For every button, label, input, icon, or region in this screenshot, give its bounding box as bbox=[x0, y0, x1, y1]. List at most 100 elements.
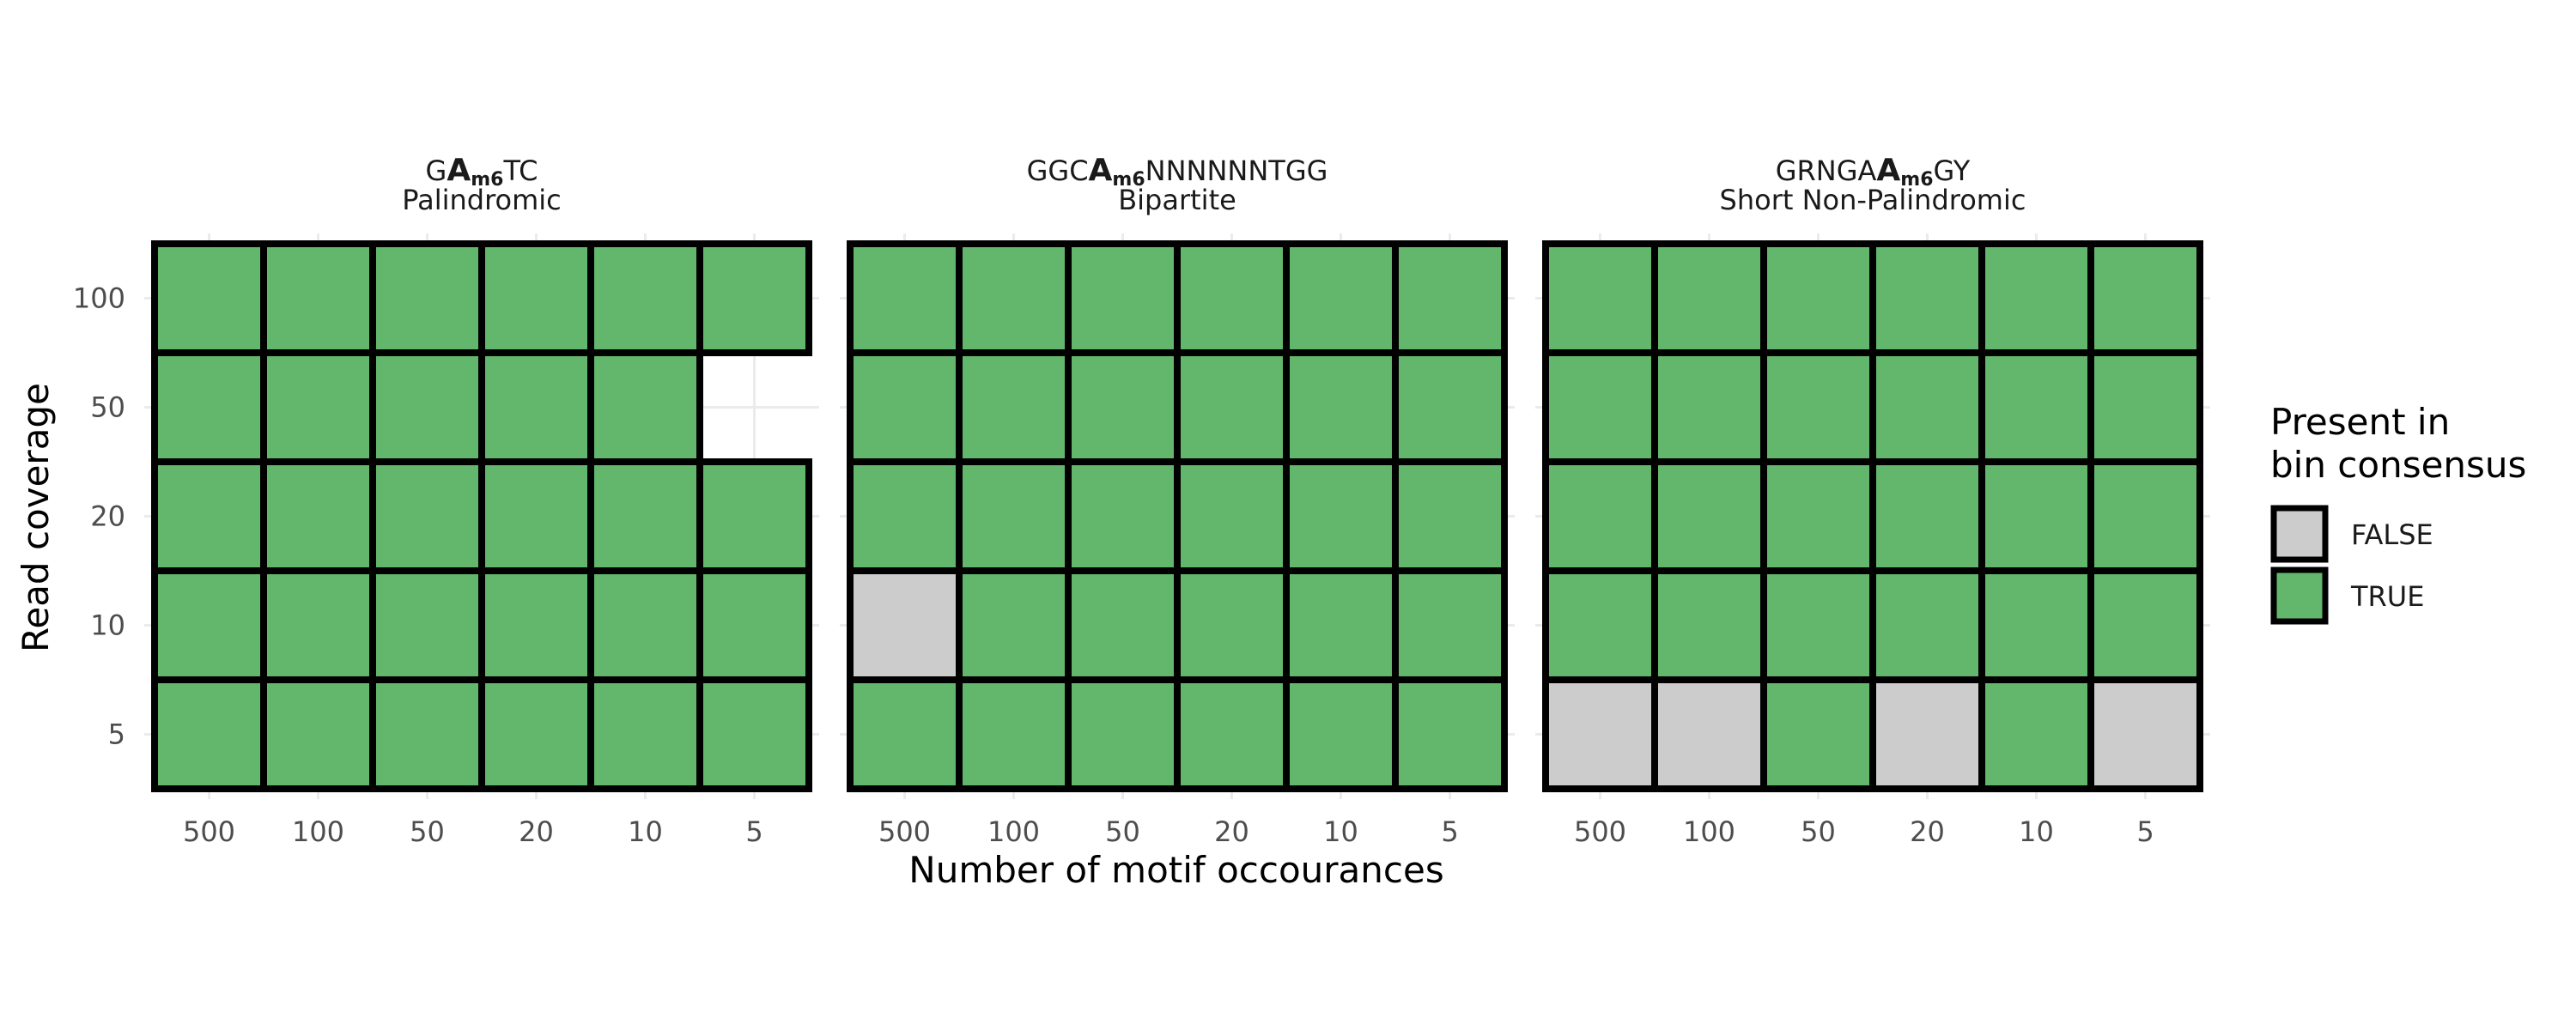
x-tick-label: 20 bbox=[1910, 815, 1945, 848]
legend-swatch-true bbox=[2270, 566, 2329, 625]
x-tick-label: 10 bbox=[628, 815, 663, 848]
heatmap-cell bbox=[2087, 458, 2203, 574]
heatmap-cell bbox=[478, 458, 594, 574]
heatmap-cell bbox=[696, 458, 812, 574]
x-tick-label: 5 bbox=[745, 815, 762, 848]
panel-title-prefix: G bbox=[426, 154, 447, 187]
heatmap-cell bbox=[1392, 349, 1508, 465]
legend: Present in bin consensus FALSE TRUE bbox=[2270, 401, 2526, 625]
x-axis-label: Number of motif occourances bbox=[908, 849, 1443, 891]
heatmap-cell bbox=[2087, 349, 2203, 465]
heatmap-cell bbox=[956, 349, 1072, 465]
heatmap-cell bbox=[1651, 676, 1767, 792]
heatmap-cell bbox=[1283, 240, 1399, 356]
heatmap-cell bbox=[369, 240, 485, 356]
x-tick-label: 500 bbox=[183, 815, 235, 848]
heatmap-cell bbox=[151, 676, 267, 792]
legend-title-line2: bin consensus bbox=[2270, 444, 2526, 486]
panel-title-base: A bbox=[447, 153, 471, 188]
heatmap-cell bbox=[260, 240, 376, 356]
heatmap-cell bbox=[151, 567, 267, 683]
x-tick-label: 100 bbox=[292, 815, 344, 848]
heatmap-cell bbox=[260, 567, 376, 683]
x-tick-label: 100 bbox=[987, 815, 1040, 848]
heatmap-cell bbox=[1978, 349, 2094, 465]
heatmap-cell bbox=[587, 567, 703, 683]
x-tick-label: 50 bbox=[1105, 815, 1140, 848]
panel-title-base: A bbox=[1876, 153, 1900, 188]
legend-label-true: TRUE bbox=[2350, 580, 2424, 613]
heatmap-cell bbox=[1065, 349, 1181, 465]
x-tick-label: 50 bbox=[410, 815, 445, 848]
heatmap-cell bbox=[151, 240, 267, 356]
heatmap-cell bbox=[478, 349, 594, 465]
x-tick-label: 500 bbox=[1574, 815, 1626, 848]
heatmap-cell bbox=[1978, 240, 2094, 356]
heatmap-cell bbox=[1174, 240, 1290, 356]
panel-title-subscript: m6 bbox=[1900, 169, 1933, 191]
heatmap-cell bbox=[847, 240, 963, 356]
heatmap-cell bbox=[2087, 676, 2203, 792]
panel-title-prefix: GRNGA bbox=[1776, 154, 1877, 187]
heatmap-cell bbox=[587, 349, 703, 465]
panel-title: GGCAm6NNNNNNTGG bbox=[1027, 153, 1328, 191]
heatmap-cell bbox=[847, 567, 963, 683]
heatmap-cell bbox=[260, 458, 376, 574]
x-tick-label: 10 bbox=[1323, 815, 1358, 848]
heatmap-cell bbox=[1869, 458, 1985, 574]
heatmap-cell bbox=[696, 676, 812, 792]
heatmap-cell bbox=[587, 458, 703, 574]
heatmap-cell bbox=[478, 240, 594, 356]
heatmap-cell bbox=[956, 240, 1072, 356]
heatmap-cell bbox=[1392, 458, 1508, 574]
heatmap-cell bbox=[369, 676, 485, 792]
panel-title-suffix: TC bbox=[502, 154, 538, 187]
heatmap-cell bbox=[956, 458, 1072, 574]
heatmap-cell bbox=[847, 349, 963, 465]
x-tick-label: 5 bbox=[1441, 815, 1458, 848]
legend-swatch-false bbox=[2270, 505, 2329, 563]
heatmap-cell bbox=[1542, 240, 1658, 356]
heatmap-cell bbox=[1283, 676, 1399, 792]
panel-title-suffix: GY bbox=[1934, 154, 1971, 187]
heatmap-cell bbox=[696, 567, 812, 683]
heatmap-cell bbox=[1978, 458, 2094, 574]
heatmap-cell bbox=[1065, 676, 1181, 792]
heatmap-cell bbox=[587, 676, 703, 792]
heatmap-cell bbox=[1542, 567, 1658, 683]
heatmap-cell bbox=[260, 676, 376, 792]
y-tick-label: 50 bbox=[90, 391, 125, 424]
x-tick-label: 5 bbox=[2136, 815, 2154, 848]
panel-subtitle: Short Non-Palindromic bbox=[1720, 184, 2026, 216]
heatmap-cell bbox=[1174, 349, 1290, 465]
legend-entries: FALSE TRUE bbox=[2270, 505, 2433, 625]
y-tick-label: 20 bbox=[90, 500, 125, 533]
heatmap-cell bbox=[1174, 676, 1290, 792]
x-tick-label: 20 bbox=[1214, 815, 1249, 848]
heatmap-cell bbox=[696, 240, 812, 356]
legend-label-false: FALSE bbox=[2351, 518, 2433, 551]
heatmap-cell bbox=[478, 567, 594, 683]
panel-subtitle: Bipartite bbox=[1118, 184, 1236, 216]
heatmap-cell bbox=[151, 458, 267, 574]
heatmap-cell bbox=[1869, 349, 1985, 465]
y-axis-label: Read coverage bbox=[15, 383, 57, 652]
panel-title-base: A bbox=[1089, 153, 1113, 188]
heatmap-cell bbox=[1174, 458, 1290, 574]
heatmap-cell bbox=[1392, 567, 1508, 683]
heatmap-cell bbox=[1065, 240, 1181, 356]
y-tick-label: 100 bbox=[73, 282, 125, 315]
heatmap-cell bbox=[1283, 349, 1399, 465]
heatmap-cell bbox=[369, 349, 485, 465]
heatmap-cell bbox=[1869, 240, 1985, 356]
heatmap-cell bbox=[1869, 567, 1985, 683]
heatmap-cell bbox=[1651, 567, 1767, 683]
heatmap-cell bbox=[369, 567, 485, 683]
legend-title-line1: Present in bbox=[2270, 401, 2450, 443]
x-tick-label: 100 bbox=[1683, 815, 1735, 848]
heatmap-cell bbox=[2087, 240, 2203, 356]
